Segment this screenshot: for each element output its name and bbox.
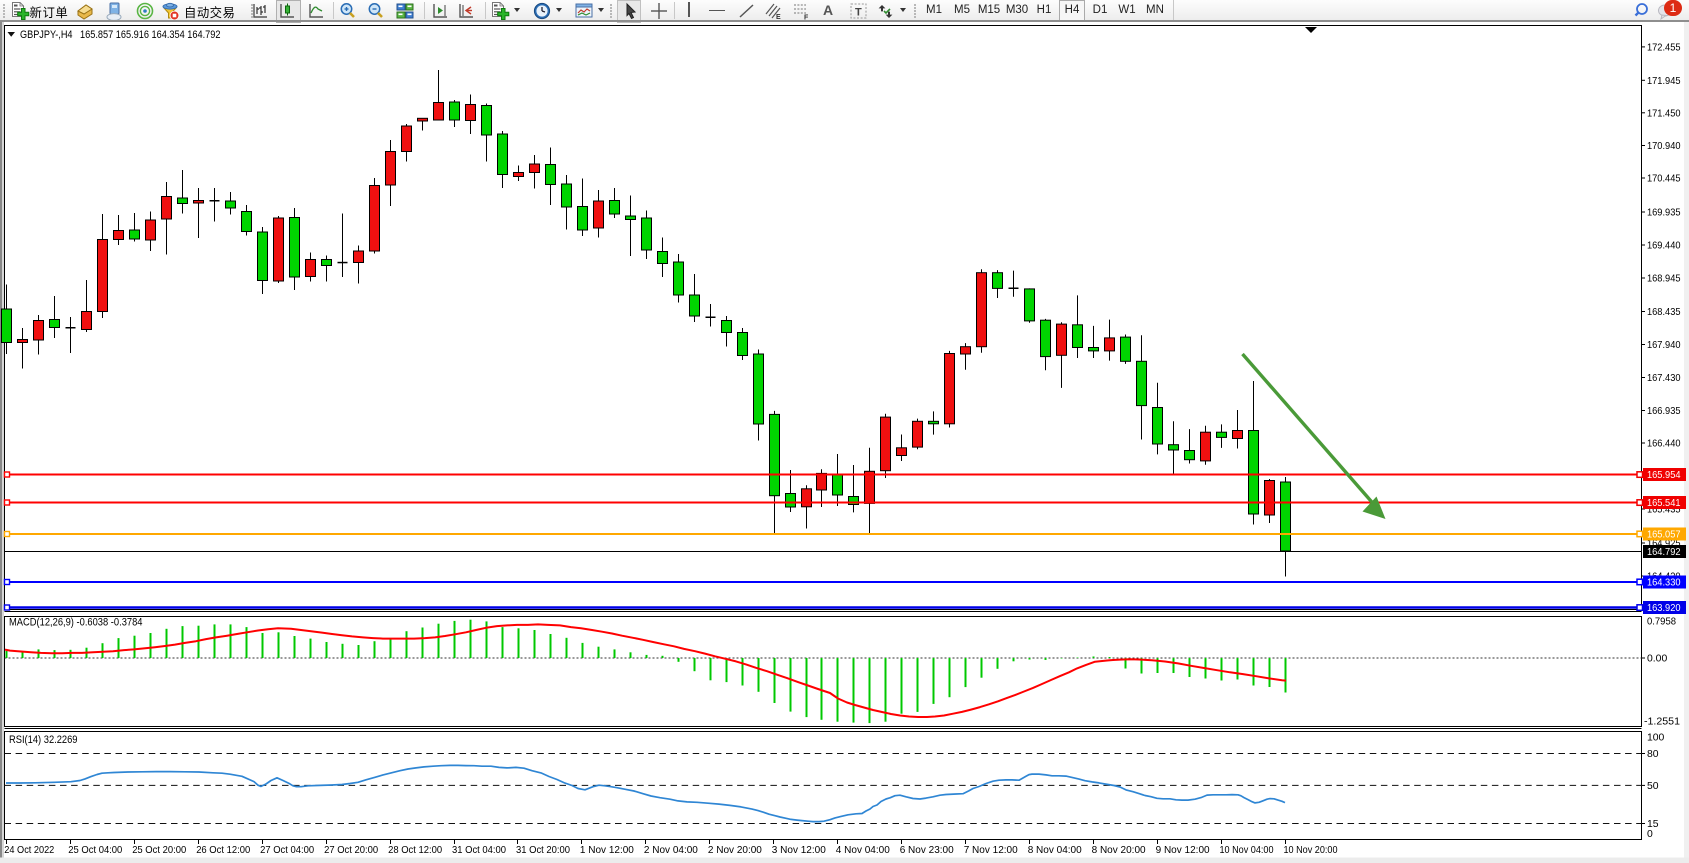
svg-text:0.7958: 0.7958 [1647, 617, 1676, 628]
svg-text:27 Oct 04:00: 27 Oct 04:00 [260, 845, 314, 856]
svg-text:164.925: 164.925 [1647, 539, 1681, 550]
svg-text:27 Oct 20:00: 27 Oct 20:00 [324, 845, 378, 856]
svg-text:165.857 165.916 164.354 164.79: 165.857 165.916 164.354 164.792 [80, 29, 221, 41]
svg-text:163.920: 163.920 [1647, 603, 1681, 614]
svg-text:171.945: 171.945 [1647, 76, 1681, 87]
svg-text:F: F [804, 15, 809, 22]
svg-text:50: 50 [1647, 781, 1659, 792]
svg-text:1 Nov 12:00: 1 Nov 12:00 [580, 845, 634, 856]
svg-text:3 Nov 12:00: 3 Nov 12:00 [772, 845, 826, 856]
svg-text:166.935: 166.935 [1647, 406, 1681, 417]
svg-text:T: T [855, 7, 862, 19]
svg-text:167.430: 167.430 [1647, 373, 1681, 384]
svg-text:2 Nov 20:00: 2 Nov 20:00 [708, 845, 762, 856]
svg-text:E: E [776, 14, 781, 21]
svg-text:167.940: 167.940 [1647, 340, 1681, 351]
svg-text:168.435: 168.435 [1647, 307, 1681, 318]
svg-text:28 Oct 12:00: 28 Oct 12:00 [388, 845, 442, 856]
svg-text:6 Nov 23:00: 6 Nov 23:00 [900, 845, 954, 856]
svg-text:169.935: 169.935 [1647, 208, 1681, 219]
svg-text:0.00: 0.00 [1647, 654, 1667, 665]
svg-text:8 Nov 04:00: 8 Nov 04:00 [1028, 845, 1082, 856]
svg-text:31 Oct 20:00: 31 Oct 20:00 [516, 845, 570, 856]
svg-text:10 Nov 04:00: 10 Nov 04:00 [1220, 845, 1274, 856]
svg-text:8 Nov 20:00: 8 Nov 20:00 [1092, 845, 1146, 856]
svg-text:0: 0 [1647, 829, 1653, 840]
svg-text:164.792: 164.792 [1647, 547, 1681, 558]
svg-text:31 Oct 04:00: 31 Oct 04:00 [452, 845, 506, 856]
svg-text:2 Nov 04:00: 2 Nov 04:00 [644, 845, 698, 856]
svg-text:7 Nov 12:00: 7 Nov 12:00 [964, 845, 1018, 856]
svg-text:164.330: 164.330 [1647, 578, 1681, 589]
svg-text:9 Nov 12:00: 9 Nov 12:00 [1156, 845, 1210, 856]
svg-text:170.445: 170.445 [1647, 174, 1681, 185]
svg-text:170.940: 170.940 [1647, 141, 1681, 152]
svg-text:15: 15 [1647, 819, 1659, 830]
svg-text:100: 100 [1647, 733, 1665, 744]
svg-text:168.945: 168.945 [1647, 274, 1681, 285]
svg-text:GBPJPY-,H4: GBPJPY-,H4 [20, 29, 73, 41]
svg-text:169.440: 169.440 [1647, 241, 1681, 252]
svg-text:25 Oct 04:00: 25 Oct 04:00 [68, 845, 122, 856]
svg-text:24 Oct 2022: 24 Oct 2022 [4, 845, 54, 856]
svg-text:165.057: 165.057 [1647, 530, 1681, 541]
svg-text:172.455: 172.455 [1647, 43, 1681, 54]
svg-text:166.440: 166.440 [1647, 439, 1681, 450]
svg-text:25 Oct 20:00: 25 Oct 20:00 [132, 845, 186, 856]
svg-text:-1.2551: -1.2551 [1644, 717, 1680, 728]
svg-text:4 Nov 04:00: 4 Nov 04:00 [836, 845, 890, 856]
svg-text:165.954: 165.954 [1647, 470, 1681, 481]
svg-text:165.541: 165.541 [1647, 498, 1681, 509]
svg-text:80: 80 [1647, 749, 1659, 760]
svg-text:165.435: 165.435 [1647, 505, 1681, 516]
svg-text:26 Oct 12:00: 26 Oct 12:00 [196, 845, 250, 856]
svg-text:171.450: 171.450 [1647, 109, 1681, 120]
svg-text:MACD(12,26,9) -0.6038 -0.3784: MACD(12,26,9) -0.6038 -0.3784 [9, 616, 143, 628]
svg-text:RSI(14) 32.2269: RSI(14) 32.2269 [9, 734, 78, 746]
svg-text:10 Nov 20:00: 10 Nov 20:00 [1284, 845, 1338, 856]
